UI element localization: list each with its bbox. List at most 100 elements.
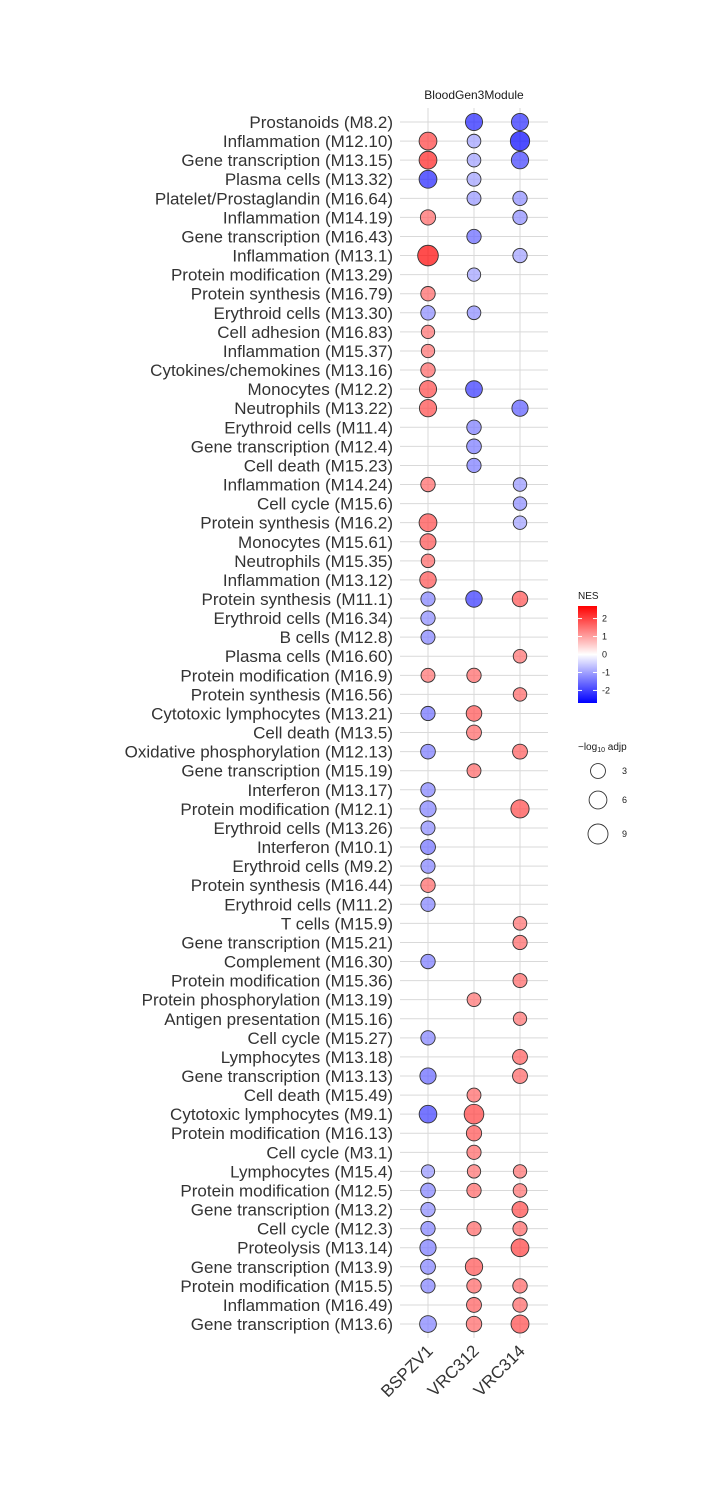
data-point [420, 782, 436, 798]
row-label: Inflammation (M12.10) [223, 132, 393, 151]
data-point [512, 934, 528, 951]
data-point [418, 1104, 438, 1124]
data-point [466, 457, 482, 473]
data-point [420, 286, 436, 302]
data-point [466, 1164, 482, 1179]
row-label: Gene transcription (M13.15) [181, 151, 393, 170]
row-label: Cytotoxic lymphocytes (M13.21) [151, 704, 393, 723]
data-point [420, 667, 436, 683]
row-label: Protein modification (M16.13) [171, 1124, 393, 1143]
size-legend-circle [590, 763, 606, 779]
row-label: Gene transcription (M13.13) [181, 1067, 393, 1086]
data-point [465, 1125, 483, 1142]
row-label: Protein synthesis (M16.56) [191, 685, 393, 704]
data-point [420, 610, 436, 626]
data-point [465, 590, 483, 608]
row-label: Protein modification (M12.5) [180, 1181, 393, 1200]
data-point [512, 1278, 528, 1294]
row-label: Inflammation (M13.1) [232, 247, 393, 266]
row-label: Cell death (M15.49) [244, 1086, 393, 1105]
data-point [512, 1221, 528, 1237]
data-point [419, 209, 437, 226]
row-label: Interferon (M13.17) [247, 781, 393, 800]
data-point [420, 1182, 436, 1199]
row-label: Protein phosphorylation (M13.19) [142, 991, 393, 1010]
data-point [466, 1221, 482, 1237]
data-point [420, 343, 436, 359]
row-label: Cell cycle (M15.6) [257, 495, 393, 514]
data-point [418, 513, 438, 533]
row-label: Inflammation (M13.12) [223, 571, 393, 590]
data-point [511, 590, 529, 608]
row-label: Gene transcription (M12.4) [191, 437, 393, 456]
data-point [420, 305, 436, 321]
row-label: Inflammation (M14.19) [223, 208, 393, 227]
data-point [512, 1011, 528, 1026]
row-label: Cell cycle (M15.27) [248, 1029, 394, 1048]
data-point [511, 399, 529, 417]
data-point [512, 247, 528, 264]
row-label: Cell death (M13.5) [253, 724, 393, 743]
data-point [511, 1201, 529, 1219]
color-legend-ticks: 2 1 0 -1 -2 [578, 614, 610, 695]
data-point [419, 1067, 437, 1085]
data-point [463, 1103, 485, 1125]
size-legend-label: 9 [622, 829, 627, 839]
row-label: Interferon (M10.1) [257, 838, 393, 857]
data-point [512, 1297, 528, 1313]
data-point [512, 1049, 528, 1065]
data-point [419, 1239, 437, 1257]
row-label: Protein synthesis (M16.2) [200, 514, 393, 533]
row-label: Protein synthesis (M16.79) [191, 285, 393, 304]
data-point [510, 799, 530, 819]
data-point [512, 916, 528, 931]
color-tick-label: 1 [602, 632, 607, 642]
data-point [418, 380, 438, 399]
row-label: Protein modification (M16.9) [180, 666, 393, 685]
row-label: Lymphocytes (M13.18) [221, 1048, 393, 1067]
data-point [420, 743, 436, 760]
row-label: Protein synthesis (M11.1) [202, 590, 393, 609]
data-point [512, 649, 528, 664]
row-label: Inflammation (M16.49) [223, 1296, 393, 1315]
column-label: VRC314 [470, 1341, 529, 1400]
data-point [466, 267, 482, 282]
data-point [510, 1314, 530, 1334]
data-point [420, 1201, 436, 1218]
facet-strip-label: BloodGen3Module [424, 88, 524, 102]
row-label: Prostanoids (M8.2) [249, 113, 393, 132]
data-point [420, 896, 436, 912]
row-label: Cytotoxic lymphocytes (M9.1) [170, 1105, 393, 1124]
data-point [465, 380, 483, 398]
data-point [420, 839, 436, 855]
row-label: Inflammation (M14.24) [223, 476, 393, 495]
data-point [420, 476, 436, 493]
data-point [420, 820, 436, 836]
data-point [466, 763, 482, 779]
data-point [466, 1144, 482, 1160]
data-point [466, 190, 482, 206]
row-labels: Prostanoids (M8.2)Inflammation (M12.10)G… [125, 113, 393, 1334]
data-point [512, 743, 528, 760]
data-point [510, 112, 530, 132]
data-point [465, 705, 483, 722]
data-point [420, 705, 436, 722]
color-legend-title: NES [578, 591, 599, 602]
data-point [512, 973, 528, 989]
row-label: Cell cycle (M3.1) [266, 1143, 393, 1162]
data-point [420, 591, 436, 607]
row-label: Gene transcription (M15.19) [181, 762, 393, 781]
data-point [420, 1221, 436, 1237]
data-point [417, 244, 439, 267]
data-point [420, 1030, 436, 1046]
row-label: Oxidative phosphorylation (M12.13) [125, 743, 393, 762]
data-point [512, 477, 528, 492]
data-point [512, 496, 528, 511]
size-legend-title-end: adjp [605, 742, 627, 753]
row-label: Protein modification (M13.29) [171, 266, 393, 285]
row-label: Neutrophils (M13.22) [234, 399, 393, 418]
data-point [512, 1183, 528, 1198]
size-legend-title: −log10 adjp [578, 742, 627, 754]
